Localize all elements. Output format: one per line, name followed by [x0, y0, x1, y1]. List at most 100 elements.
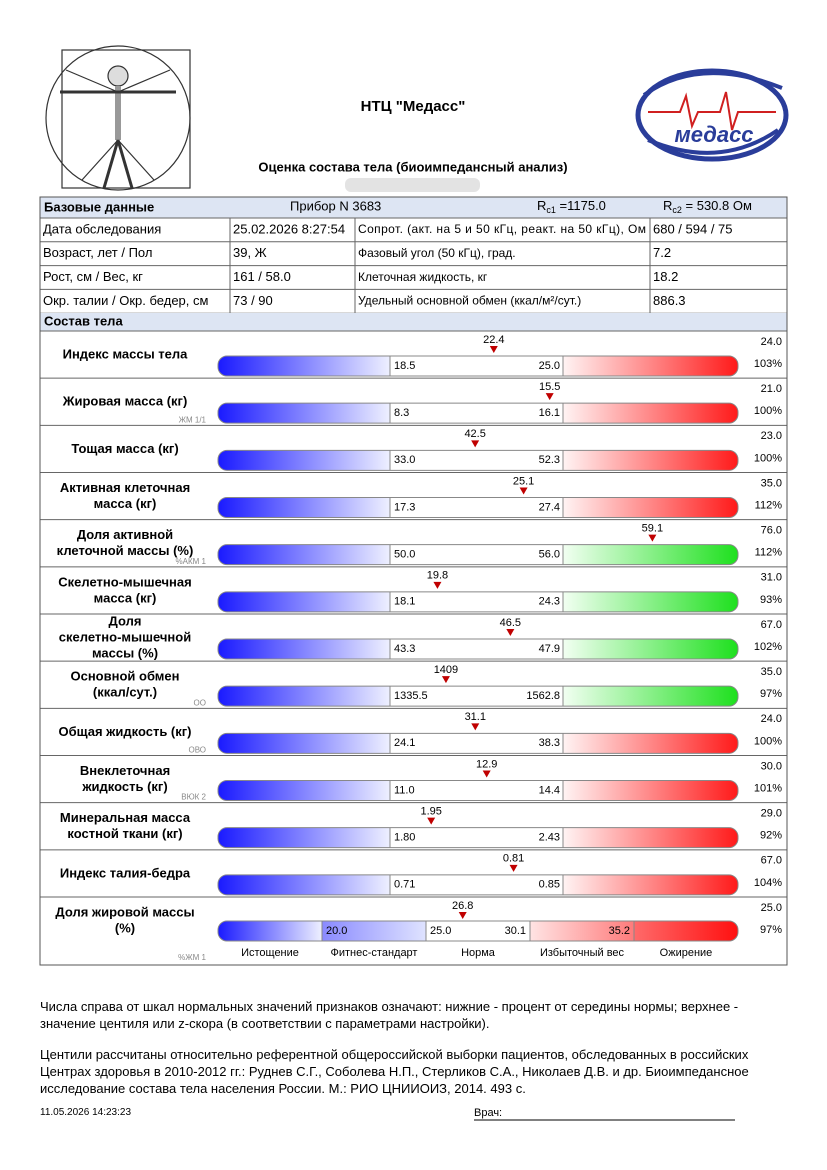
table-cell: Дата обследования	[43, 221, 161, 236]
threshold: 35.2	[609, 925, 630, 937]
centile: 24.0	[761, 336, 782, 348]
centile: 35.0	[761, 477, 782, 489]
scale-zone	[426, 921, 530, 941]
centile: 29.0	[761, 808, 782, 820]
norm-low: 1335.5	[394, 690, 428, 702]
norm-low: 8.3	[394, 407, 409, 419]
vitruvian-logo	[45, 45, 191, 191]
scale-low	[218, 450, 390, 471]
table-cell: Фазовый угол (50 кГц), град.	[358, 246, 516, 260]
marker-value: 25.1	[513, 475, 534, 487]
section-header	[40, 197, 787, 218]
scale-low	[218, 827, 390, 848]
percent: 112%	[755, 547, 783, 559]
scale-fill	[218, 921, 738, 941]
centile: 21.0	[761, 383, 782, 395]
scale-norm	[390, 591, 563, 612]
percent: 102%	[754, 641, 782, 653]
report-subtitle: Оценка состава тела (биоимпедансный анал…	[258, 159, 567, 174]
scale-fill	[218, 591, 738, 612]
zone-label: Избыточный вес	[540, 947, 625, 959]
scale-high	[563, 733, 738, 754]
scale-bar: 24.1 38.3	[217, 732, 739, 754]
row-label: масса (кг)	[94, 590, 157, 605]
percent: 104%	[754, 877, 782, 889]
scale-low	[218, 686, 390, 707]
norm-low: 43.3	[394, 643, 415, 655]
row-label: скелетно-мышечной	[59, 629, 191, 644]
row-label: Доля жировой массы	[55, 904, 194, 919]
table-cell: Удельный основной обмен (ккал/м²/сут.)	[358, 294, 581, 308]
row-label: Тощая масса (кг)	[71, 441, 178, 456]
scale-outline	[217, 920, 739, 942]
scale-high	[563, 497, 738, 518]
zone-label: Фитнес-стандарт	[331, 947, 418, 959]
scale-zone	[634, 921, 738, 941]
marker-value: 15.5	[539, 381, 560, 393]
scale-high	[563, 356, 738, 376]
scale-high	[563, 450, 738, 471]
scale-high	[563, 780, 738, 801]
section-title: Базовые данные	[44, 199, 154, 214]
marker	[471, 723, 480, 731]
scale-high	[563, 827, 738, 848]
scale-norm	[390, 733, 563, 754]
scale-outline	[217, 497, 739, 518]
scale-norm	[390, 544, 563, 565]
percent: 100%	[754, 405, 782, 417]
table-border	[39, 196, 788, 966]
row-label: Индекс массы тела	[63, 346, 189, 361]
scale-norm	[390, 497, 563, 518]
row-sublabel: ЖМ 1/1	[179, 415, 207, 424]
percent: 97%	[760, 688, 782, 700]
norm-high: 47.9	[539, 643, 560, 655]
marker-value: 1409	[434, 664, 458, 676]
scale-outline	[217, 780, 739, 801]
scale-bar: 43.3 47.9	[217, 638, 739, 660]
device: Прибор N 3683	[290, 198, 381, 213]
resistance: Rc1 =1175.0	[537, 198, 606, 215]
table-cell: 886.3	[653, 293, 686, 308]
norm-high: 56.0	[539, 549, 560, 561]
scale-fill	[218, 874, 738, 895]
row-label: Доля	[109, 613, 142, 628]
scale-low	[218, 639, 390, 659]
scale-outline	[217, 638, 739, 660]
resistance-sub: c1	[546, 205, 556, 215]
scale-high	[563, 591, 738, 612]
row-label: жидкость (кг)	[81, 779, 167, 794]
scale-outline	[217, 449, 739, 471]
note: Числа справа от шкал нормальных значений…	[40, 999, 739, 1031]
row-label: Индекс талия-бедра	[60, 865, 191, 880]
norm-high: 1562.8	[526, 690, 560, 702]
scale-norm	[390, 686, 563, 707]
scale-outline	[217, 402, 739, 424]
norm-low: 33.0	[394, 454, 415, 466]
scale-outline	[217, 827, 739, 849]
resistance-value: =1175.0	[556, 198, 606, 213]
note: Центили рассчитаны относительно референт…	[40, 1047, 749, 1096]
scale-low	[218, 544, 390, 565]
marker-value: 1.95	[420, 806, 441, 818]
row-label: Скелетно-мышечная	[58, 574, 191, 589]
percent: 92%	[760, 830, 782, 842]
section-title: Состав тела	[44, 313, 123, 328]
row-sublabel: %ЖМ 1	[178, 953, 206, 962]
centile: 31.0	[761, 572, 782, 584]
scale-norm	[390, 780, 563, 801]
centile: 24.0	[761, 713, 782, 725]
centile: 67.0	[761, 855, 782, 867]
scale-bar: 17.3 27.4	[217, 497, 739, 518]
data-table: Базовые данные Прибор N 3683 Rc1 =1175.0 Rc…	[39, 196, 788, 966]
scale-low	[218, 403, 390, 424]
marker-value: 19.8	[427, 570, 448, 582]
row-label: Доля активной	[77, 527, 173, 542]
scale-bar: 18.5 25.0	[217, 355, 739, 377]
threshold: 20.0	[326, 925, 347, 937]
scale-norm	[390, 639, 563, 659]
scale-fill	[218, 780, 738, 801]
scale-low	[218, 733, 390, 754]
norm-low: 18.1	[394, 596, 415, 608]
marker-value: 26.8	[452, 900, 473, 912]
